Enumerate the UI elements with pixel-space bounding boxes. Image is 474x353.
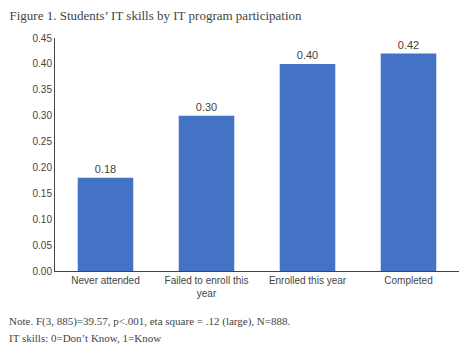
- svg-text:0.18: 0.18: [95, 163, 116, 175]
- svg-text:0.15: 0.15: [33, 188, 53, 199]
- svg-text:0.10: 0.10: [33, 214, 53, 225]
- svg-text:0.30: 0.30: [33, 110, 53, 121]
- svg-text:0.30: 0.30: [196, 101, 217, 113]
- svg-text:Figure 1. Students’ IT skills: Figure 1. Students’ IT skills by IT prog…: [9, 8, 302, 23]
- svg-text:0.35: 0.35: [33, 84, 53, 95]
- svg-text:0.45: 0.45: [33, 33, 53, 44]
- svg-text:0.42: 0.42: [398, 39, 419, 51]
- svg-text:0.25: 0.25: [33, 136, 53, 147]
- svg-text:Enrolled this year: Enrolled this year: [269, 275, 347, 286]
- svg-text:IT skills: 0=Don’t Know, 1=Kno: IT skills: 0=Don’t Know, 1=Know: [9, 332, 161, 344]
- svg-text:Never attended: Never attended: [71, 275, 139, 286]
- svg-text:0.00: 0.00: [33, 266, 53, 277]
- svg-text:0.40: 0.40: [297, 49, 318, 61]
- svg-text:Note. F(3, 885)=39.57, p<.001,: Note. F(3, 885)=39.57, p<.001, eta squar…: [9, 315, 290, 328]
- svg-text:Failed to enroll thisyear: Failed to enroll thisyear: [165, 275, 249, 299]
- svg-text:0.20: 0.20: [33, 162, 53, 173]
- svg-text:Completed: Completed: [384, 275, 432, 286]
- svg-text:0.40: 0.40: [33, 58, 53, 69]
- svg-text:0.05: 0.05: [33, 240, 53, 251]
